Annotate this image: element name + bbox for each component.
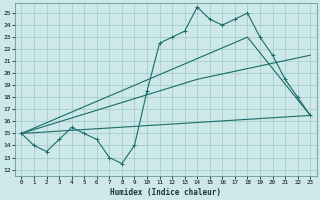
X-axis label: Humidex (Indice chaleur): Humidex (Indice chaleur) <box>110 188 221 197</box>
